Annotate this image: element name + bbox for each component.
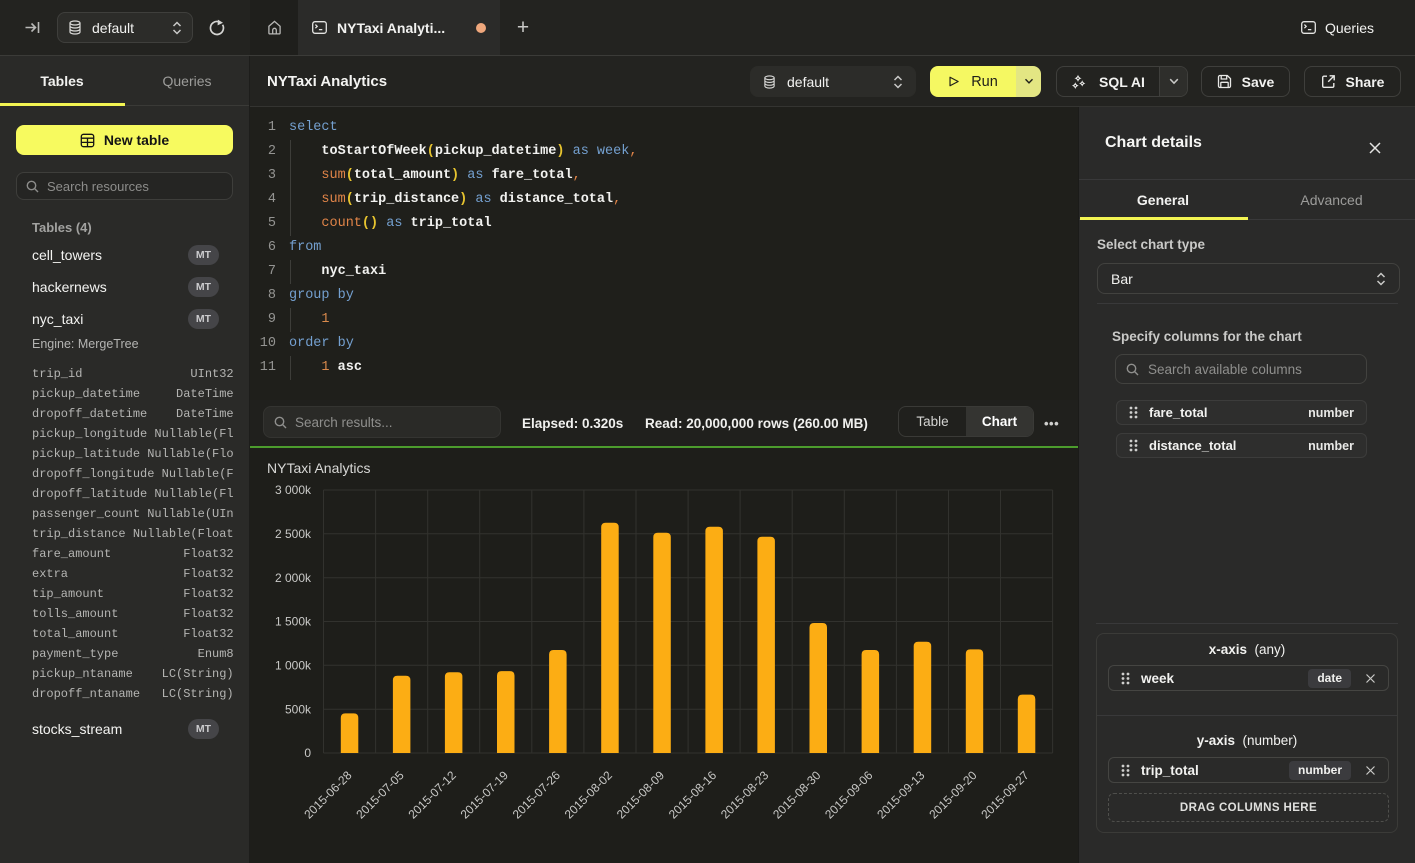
svg-text:2015-08-02: 2015-08-02 [562, 768, 616, 822]
svg-text:2015-08-16: 2015-08-16 [666, 768, 720, 822]
svg-text:2015-08-30: 2015-08-30 [770, 768, 824, 822]
svg-text:3 000k: 3 000k [275, 483, 312, 497]
svg-text:2015-07-26: 2015-07-26 [510, 768, 564, 822]
svg-text:1 500k: 1 500k [275, 615, 312, 629]
svg-text:2015-06-28: 2015-06-28 [301, 768, 355, 822]
svg-text:500k: 500k [285, 702, 312, 716]
svg-text:2015-09-27: 2015-09-27 [978, 768, 1032, 822]
svg-text:2015-09-20: 2015-09-20 [926, 768, 980, 822]
svg-text:2015-07-05: 2015-07-05 [353, 768, 407, 822]
svg-text:2015-09-13: 2015-09-13 [874, 768, 928, 822]
svg-text:1 000k: 1 000k [275, 659, 312, 673]
svg-text:2 000k: 2 000k [275, 571, 312, 585]
svg-text:2015-07-12: 2015-07-12 [406, 768, 460, 822]
svg-text:2 500k: 2 500k [275, 527, 312, 541]
svg-text:2015-08-09: 2015-08-09 [614, 768, 668, 822]
svg-text:0: 0 [304, 746, 311, 760]
svg-text:2015-08-23: 2015-08-23 [718, 768, 772, 822]
svg-text:2015-09-06: 2015-09-06 [822, 768, 876, 822]
svg-text:2015-07-19: 2015-07-19 [458, 768, 512, 822]
